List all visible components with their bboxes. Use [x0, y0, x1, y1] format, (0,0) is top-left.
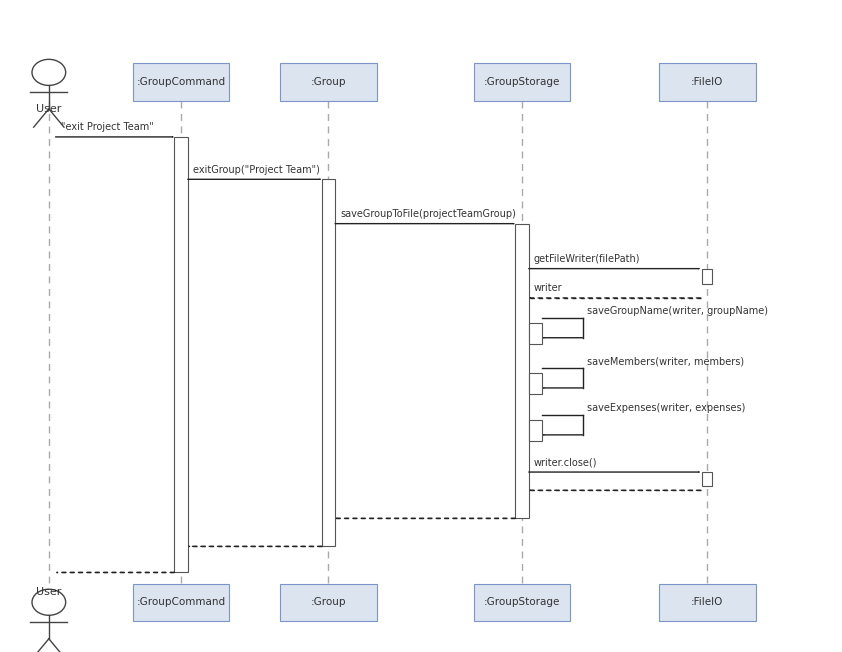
Bar [659, 584, 756, 621]
Text: exitGroup("Project Team"): exitGroup("Project Team") [193, 165, 320, 175]
Bar [515, 224, 529, 518]
Text: saveGroupToFile(projectTeamGroup): saveGroupToFile(projectTeamGroup) [340, 209, 516, 219]
Bar [280, 584, 377, 621]
Text: getFileWriter(filePath): getFileWriter(filePath) [534, 254, 640, 264]
Bar [473, 63, 571, 101]
Text: :GroupStorage: :GroupStorage [484, 77, 560, 87]
Bar [529, 373, 542, 394]
Text: saveExpenses(writer, expenses): saveExpenses(writer, expenses) [587, 404, 745, 413]
Text: User: User [36, 104, 61, 114]
Text: saveMembers(writer, members): saveMembers(writer, members) [587, 357, 744, 366]
Text: :Group: :Group [311, 77, 346, 87]
Bar [280, 63, 377, 101]
Text: :Group: :Group [311, 597, 346, 608]
Bar [702, 472, 712, 486]
Bar [702, 269, 712, 284]
Text: :FileIO: :FileIO [691, 597, 723, 608]
Text: :GroupStorage: :GroupStorage [484, 597, 560, 608]
Bar [529, 323, 542, 344]
Bar [529, 420, 542, 441]
Text: :GroupCommand: :GroupCommand [136, 77, 226, 87]
Text: saveGroupName(writer, groupName): saveGroupName(writer, groupName) [587, 306, 768, 316]
Text: :GroupCommand: :GroupCommand [136, 597, 226, 608]
Bar [659, 63, 756, 101]
Text: User: User [36, 587, 61, 597]
Text: :FileIO: :FileIO [691, 77, 723, 87]
Bar [133, 584, 229, 621]
Bar [174, 137, 188, 572]
Text: "exit Project Team": "exit Project Team" [61, 123, 153, 132]
Bar [322, 179, 335, 546]
Text: writer: writer [534, 284, 562, 293]
Bar [473, 584, 571, 621]
Bar [133, 63, 229, 101]
Text: writer.close(): writer.close() [534, 458, 597, 467]
